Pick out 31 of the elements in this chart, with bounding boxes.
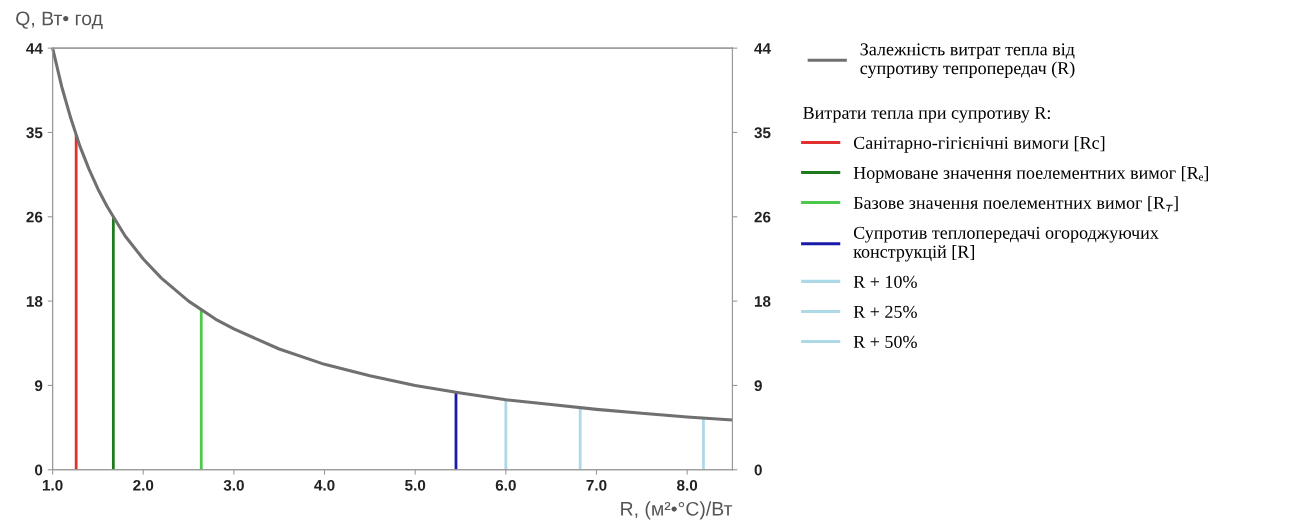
legend-label: Санітарно-гігієнічні вимоги [Rc] bbox=[853, 136, 1105, 153]
y-axis-title: Q, Вт• год bbox=[16, 11, 103, 30]
legend-title: Витрати тепла при супротиву R: bbox=[803, 106, 1050, 123]
y-tick-label: 26 bbox=[26, 211, 43, 223]
y-tick-label: 0 bbox=[34, 464, 43, 476]
legend-label: Залежність витрат тепла від супротиву тепропередач (R) bbox=[860, 43, 1075, 78]
y2-tick-label: 9 bbox=[754, 380, 762, 392]
x-tick-label: 1.0 bbox=[42, 479, 63, 491]
y-tick-label: 9 bbox=[34, 380, 43, 392]
legend-label: R + 50% bbox=[853, 335, 917, 348]
y-tick-label: 44 bbox=[26, 43, 43, 54]
y2-tick-label: 35 bbox=[754, 127, 771, 139]
legend-label: Базове значення поелементних вимог [R$_{т}$] bbox=[853, 196, 1178, 212]
y-tick-label: 35 bbox=[26, 127, 43, 139]
y2-tick-label: 0 bbox=[754, 464, 762, 476]
legend-label: Супротив теплопередачі огороджуючих конструкцій [R] bbox=[853, 226, 1159, 262]
x-tick-label: 4.0 bbox=[314, 479, 335, 491]
y2-tick-label: 26 bbox=[754, 211, 771, 223]
y-tick-label: 18 bbox=[26, 295, 43, 307]
x-tick-label: 5.0 bbox=[405, 479, 426, 491]
legend-label: R + 25% bbox=[853, 305, 917, 318]
x-tick-label: 6.0 bbox=[495, 479, 516, 491]
y2-tick-label: 18 bbox=[754, 295, 771, 307]
legend-label: R + 10% bbox=[853, 275, 917, 288]
y2-tick-label: 44 bbox=[754, 43, 771, 54]
x-tick-label: 7.0 bbox=[586, 479, 607, 491]
x-tick-label: 8.0 bbox=[677, 479, 698, 491]
x-tick-label: 2.0 bbox=[133, 479, 154, 491]
x-axis-title: R, (м²•°C)/Вт bbox=[621, 501, 733, 520]
legend-label: Нормоване значення поелементних вимог [Rₑ] bbox=[853, 166, 1208, 183]
x-tick-label: 3.0 bbox=[223, 479, 244, 491]
